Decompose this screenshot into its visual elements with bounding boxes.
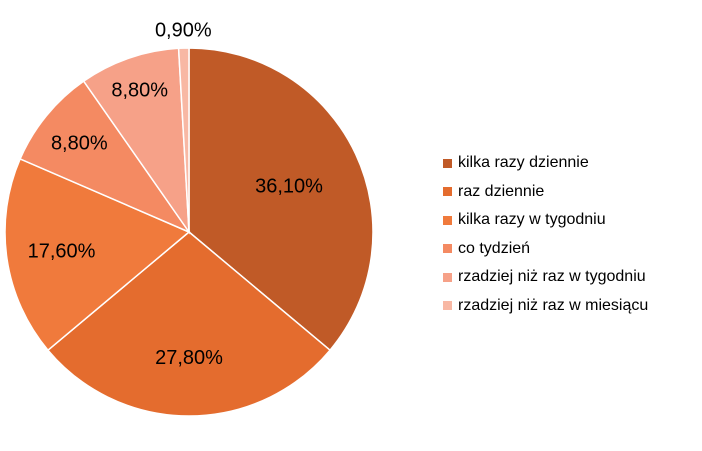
legend-swatch xyxy=(443,187,452,197)
data-label-6: 0,90% xyxy=(155,20,212,42)
legend-label: raz dziennie xyxy=(458,182,545,200)
pie-slice-2 xyxy=(46,231,332,417)
data-label-1: 36,10% xyxy=(255,175,323,197)
legend-item-5: rzadziej niż raz w tygodniu xyxy=(443,263,698,292)
legend-item-2: raz dziennie xyxy=(443,178,698,207)
legend-item-1: kilka razy dziennie xyxy=(443,149,698,178)
legend-item-3: kilka razy w tygodniu xyxy=(443,206,698,235)
pie-slice-1 xyxy=(188,47,374,352)
pie-slice-4 xyxy=(19,80,192,234)
pie-slice-6 xyxy=(177,47,190,233)
legend-label: rzadziej niż raz w miesiącu xyxy=(458,296,649,314)
legend-swatch xyxy=(443,244,452,254)
pie-slice-3 xyxy=(4,157,191,352)
legend-label: kilka razy w tygodniu xyxy=(458,211,606,229)
legend-item-4: co tydzień xyxy=(443,235,698,264)
legend-swatch xyxy=(443,215,452,225)
data-label-4: 8,80% xyxy=(51,132,108,154)
legend-item-6: rzadziej niż raz w miesiącu xyxy=(443,292,698,321)
data-label-2: 27,80% xyxy=(155,347,223,369)
data-label-5: 8,80% xyxy=(111,79,168,101)
legend: kilka razy dziennie raz dziennie kilka raz… xyxy=(443,149,698,320)
pie-slice-5 xyxy=(82,47,190,235)
legend-swatch xyxy=(443,301,452,311)
legend-label: co tydzień xyxy=(458,239,531,257)
data-label-3: 17,60% xyxy=(28,241,96,263)
pie-data-labels: 36,10% 27,80% 17,60% 8,80% 8,80% 0,90% xyxy=(28,20,324,369)
legend-label: rzadziej niż raz w tygodniu xyxy=(458,268,646,286)
legend-swatch xyxy=(443,272,452,282)
legend-label: kilka razy dziennie xyxy=(458,154,589,172)
pie-slices xyxy=(4,47,374,417)
legend-swatch xyxy=(443,158,452,168)
